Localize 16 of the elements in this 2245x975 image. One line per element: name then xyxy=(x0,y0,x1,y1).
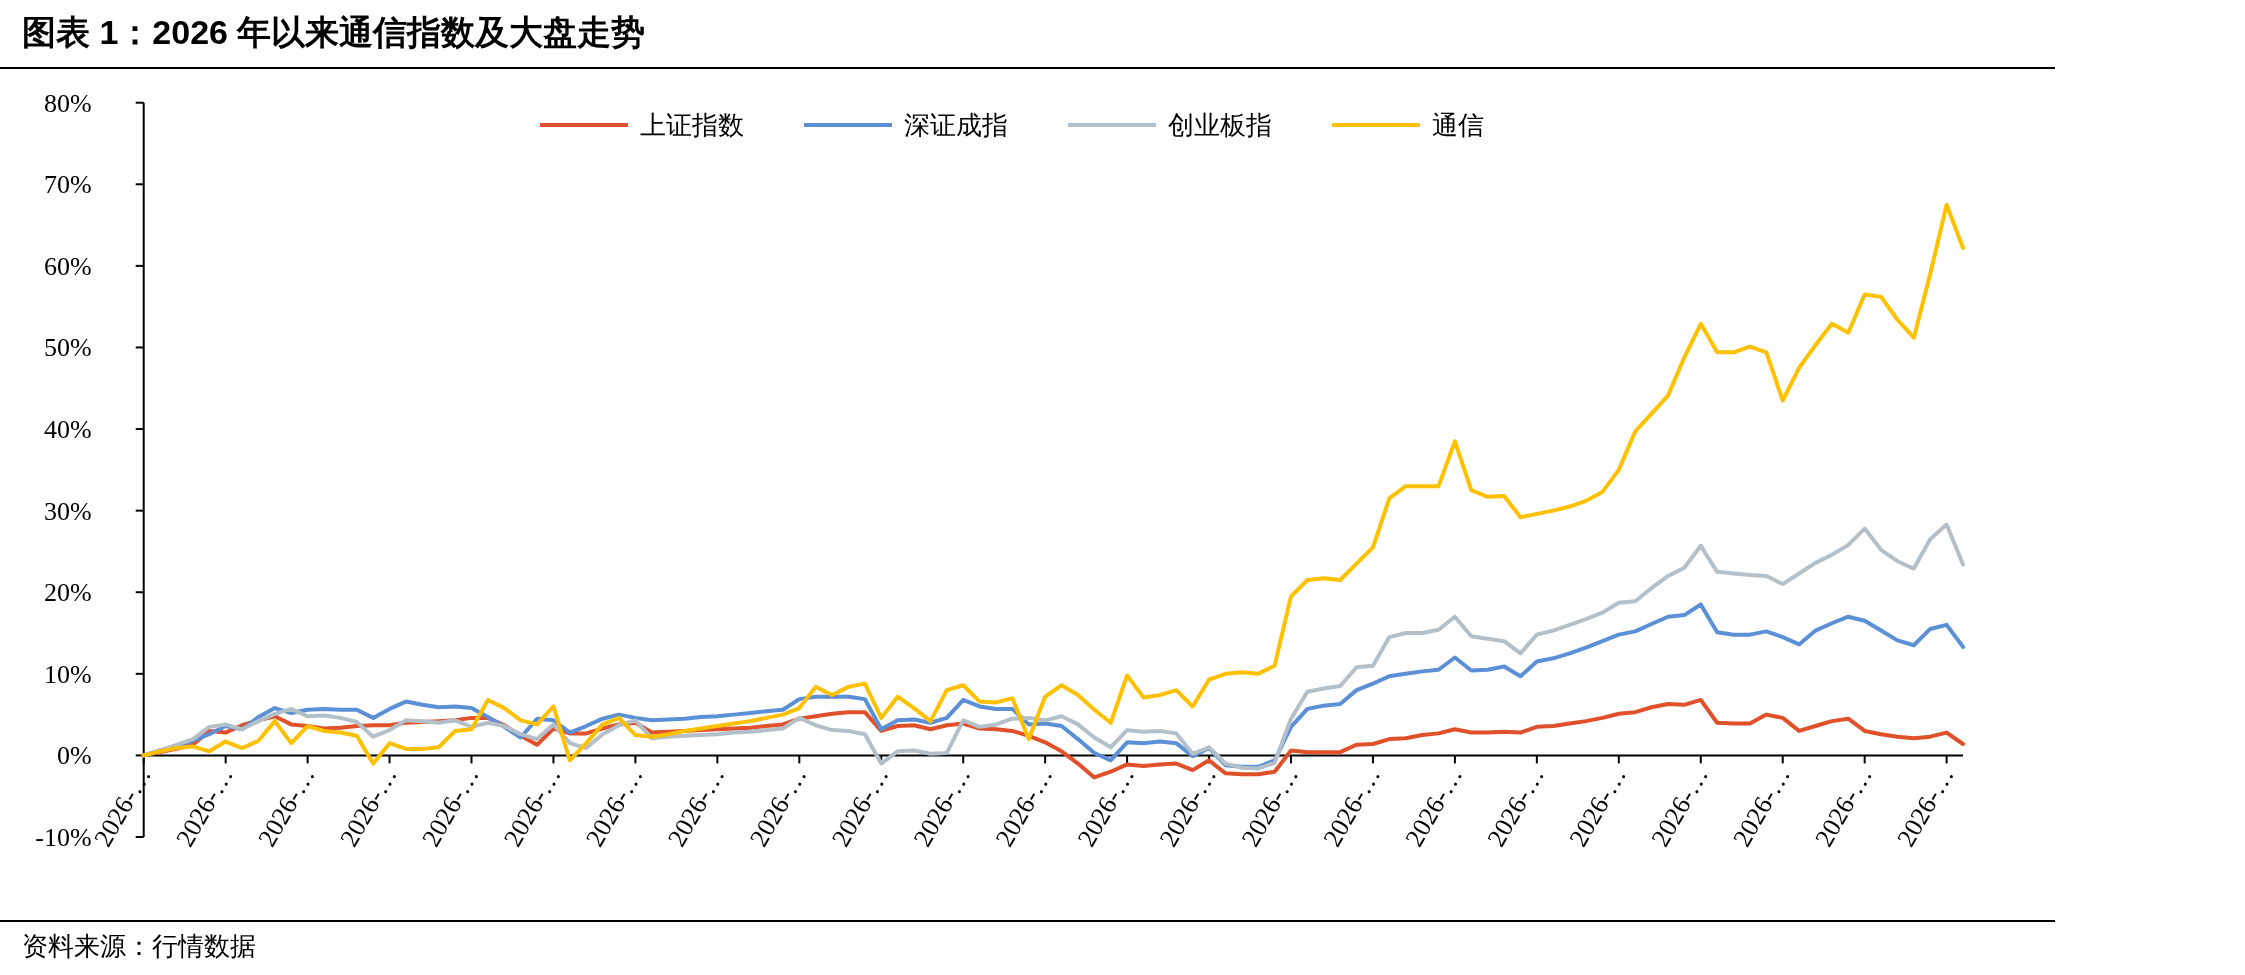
legend-label: 创业板指 xyxy=(1168,111,1272,140)
y-tick-label: 0% xyxy=(57,741,92,771)
y-tick-label: 10% xyxy=(44,659,92,689)
y-tick-label: -10% xyxy=(35,823,92,852)
legend-label: 深证成指 xyxy=(904,111,1008,140)
legend-label: 上证指数 xyxy=(640,111,744,140)
legend-label: 通信 xyxy=(1432,111,1484,140)
y-tick-label: 40% xyxy=(44,415,92,445)
chart-title: 图表 1：2026 年以来通信指数及大盘走势 xyxy=(22,13,646,51)
y-tick-label: 70% xyxy=(44,170,92,200)
y-tick-label: 30% xyxy=(44,496,92,526)
y-tick-label: 20% xyxy=(44,578,92,608)
y-tick-label: 60% xyxy=(44,251,92,281)
text: 资料来源：行情数据 xyxy=(22,931,256,961)
y-tick-label: 50% xyxy=(44,333,92,363)
y-tick-label: 80% xyxy=(44,88,92,118)
